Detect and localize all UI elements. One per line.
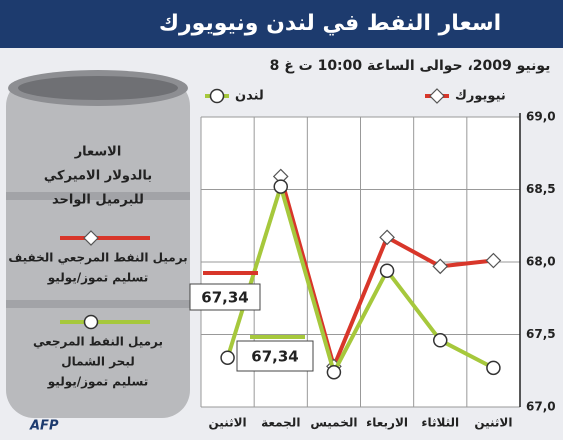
point [379, 229, 395, 246]
point [486, 360, 501, 376]
series-line [225, 184, 495, 375]
y-tick-label: 68,5 [526, 182, 556, 196]
point [485, 252, 502, 269]
point [220, 350, 235, 365]
x-tick-label: الاثنين [474, 416, 512, 430]
chart-title: اسعار النفط في لندن ونيويورك [159, 11, 501, 36]
series-description: لبحر الشمال [61, 355, 135, 369]
x-tick-label: الاربعاء [366, 416, 408, 430]
title-bar [0, 0, 563, 48]
annotation: 67,34 [201, 289, 248, 307]
legend-marker [429, 88, 445, 104]
annotation: 67,34 [251, 348, 298, 366]
point [432, 258, 449, 275]
legend-marker [209, 88, 225, 104]
y-tick-label: 67,0 [526, 400, 556, 414]
x-tick-label: الاثنين [209, 416, 247, 430]
callout-box [189, 283, 261, 311]
point [379, 263, 395, 278]
unit-note: للبرميل الواحد [52, 193, 144, 208]
legend-label: لندن [235, 89, 264, 104]
series-description: برميل النفط المرجعي الخفيف [8, 251, 187, 265]
x-tick-label: الخميس [310, 416, 357, 430]
x-tick-label: الثلاثاء [421, 416, 459, 430]
y-tick-label: 69,0 [526, 110, 556, 124]
source: AFP [29, 419, 59, 434]
point [273, 179, 288, 194]
callout-box [236, 340, 314, 372]
key-marker [83, 230, 99, 246]
legend-label: نيويورك [455, 89, 506, 104]
subtitle: 8 يونيو 2009، حوالى الساعة 10:00 ت غ [270, 58, 551, 74]
y-tick-label: 67,5 [526, 327, 556, 341]
key-marker [83, 314, 99, 330]
unit-note: بالدولار الاميركي [44, 169, 152, 184]
series-description: برميل النفط المرجعي [33, 335, 163, 349]
point [326, 364, 342, 380]
series-description: تسليم تموز/يوليو [47, 271, 148, 286]
barrel [6, 70, 190, 418]
x-tick-label: الجمعة [261, 416, 300, 430]
unit-note: الاسعار [74, 145, 122, 160]
series-description: تسليم تموز/يوليو [47, 375, 148, 390]
point [433, 333, 448, 348]
y-tick-label: 68,0 [526, 255, 556, 269]
